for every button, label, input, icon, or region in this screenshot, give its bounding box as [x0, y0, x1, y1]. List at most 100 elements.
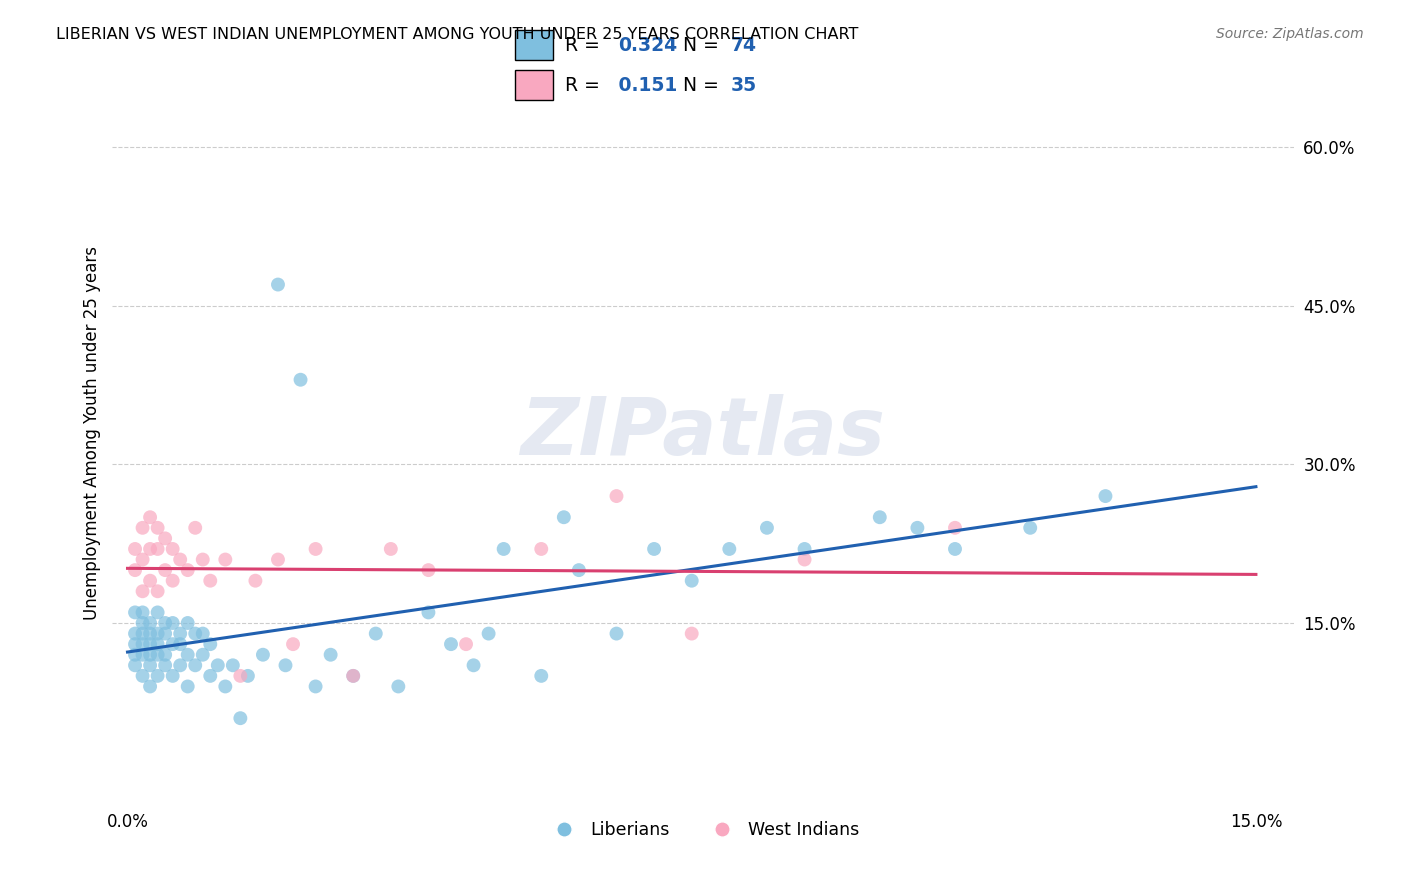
- Point: [131, 552, 153, 566]
- Point: [169, 637, 191, 651]
- Point: [380, 541, 402, 556]
- Point: [146, 637, 169, 651]
- Point: [146, 606, 169, 620]
- Text: LIBERIAN VS WEST INDIAN UNEMPLOYMENT AMONG YOUTH UNDER 25 YEARS CORRELATION CHAR: LIBERIAN VS WEST INDIAN UNEMPLOYMENT AMO…: [56, 27, 859, 42]
- Point: [139, 626, 162, 640]
- Point: [124, 606, 146, 620]
- Point: [131, 521, 153, 535]
- Point: [191, 626, 214, 640]
- Point: [139, 658, 162, 673]
- Point: [267, 277, 290, 292]
- Point: [274, 658, 297, 673]
- Point: [793, 541, 815, 556]
- Point: [191, 552, 214, 566]
- Text: ZIPatlas: ZIPatlas: [520, 393, 886, 472]
- Point: [139, 648, 162, 662]
- Point: [131, 606, 153, 620]
- Point: [681, 574, 703, 588]
- Text: 35: 35: [731, 76, 756, 95]
- Point: [169, 626, 191, 640]
- Point: [153, 532, 176, 546]
- Point: [943, 541, 966, 556]
- Point: [200, 669, 222, 683]
- Point: [146, 541, 169, 556]
- Text: Source: ZipAtlas.com: Source: ZipAtlas.com: [1216, 27, 1364, 41]
- Text: N =: N =: [683, 36, 720, 54]
- Point: [146, 626, 169, 640]
- Point: [124, 563, 146, 577]
- Text: 0.151: 0.151: [613, 76, 678, 95]
- Point: [124, 637, 146, 651]
- Point: [214, 680, 236, 694]
- Point: [153, 615, 176, 630]
- Legend: Liberians, West Indians: Liberians, West Indians: [540, 814, 866, 846]
- Text: R =: R =: [565, 76, 600, 95]
- Point: [146, 648, 169, 662]
- Point: [184, 521, 207, 535]
- Point: [229, 669, 252, 683]
- Point: [162, 615, 184, 630]
- Point: [131, 669, 153, 683]
- Point: [319, 648, 342, 662]
- Point: [153, 626, 176, 640]
- Point: [169, 552, 191, 566]
- Text: 0.324: 0.324: [619, 36, 678, 54]
- Y-axis label: Unemployment Among Youth under 25 years: Unemployment Among Youth under 25 years: [83, 245, 101, 620]
- Point: [153, 658, 176, 673]
- Point: [530, 669, 553, 683]
- Text: 74: 74: [731, 36, 756, 54]
- Point: [245, 574, 267, 588]
- Point: [718, 541, 741, 556]
- Point: [342, 669, 364, 683]
- Point: [124, 658, 146, 673]
- Point: [252, 648, 274, 662]
- Point: [153, 648, 176, 662]
- Point: [162, 669, 184, 683]
- Point: [153, 563, 176, 577]
- Point: [364, 626, 387, 640]
- Point: [793, 552, 815, 566]
- Point: [342, 669, 364, 683]
- Point: [177, 615, 200, 630]
- Point: [200, 574, 222, 588]
- Point: [387, 680, 409, 694]
- Point: [177, 680, 200, 694]
- Text: R =: R =: [565, 36, 600, 54]
- Point: [681, 626, 703, 640]
- Point: [139, 615, 162, 630]
- Point: [643, 541, 665, 556]
- Point: [905, 521, 928, 535]
- Point: [131, 648, 153, 662]
- Point: [553, 510, 575, 524]
- Point: [440, 637, 463, 651]
- Point: [124, 648, 146, 662]
- Point: [124, 541, 146, 556]
- Point: [191, 648, 214, 662]
- Point: [124, 626, 146, 640]
- Point: [530, 541, 553, 556]
- Text: N =: N =: [683, 76, 720, 95]
- Point: [139, 510, 162, 524]
- Point: [869, 510, 891, 524]
- Point: [1094, 489, 1116, 503]
- Point: [146, 521, 169, 535]
- Point: [454, 637, 477, 651]
- Point: [267, 552, 290, 566]
- Point: [568, 563, 591, 577]
- Point: [177, 648, 200, 662]
- Point: [214, 552, 236, 566]
- Point: [1019, 521, 1042, 535]
- Point: [236, 669, 259, 683]
- Point: [229, 711, 252, 725]
- Point: [162, 637, 184, 651]
- Point: [304, 680, 326, 694]
- Point: [131, 584, 153, 599]
- Point: [146, 669, 169, 683]
- Point: [492, 541, 515, 556]
- Point: [184, 626, 207, 640]
- Point: [146, 584, 169, 599]
- Point: [131, 637, 153, 651]
- Point: [139, 637, 162, 651]
- Point: [139, 574, 162, 588]
- Point: [139, 680, 162, 694]
